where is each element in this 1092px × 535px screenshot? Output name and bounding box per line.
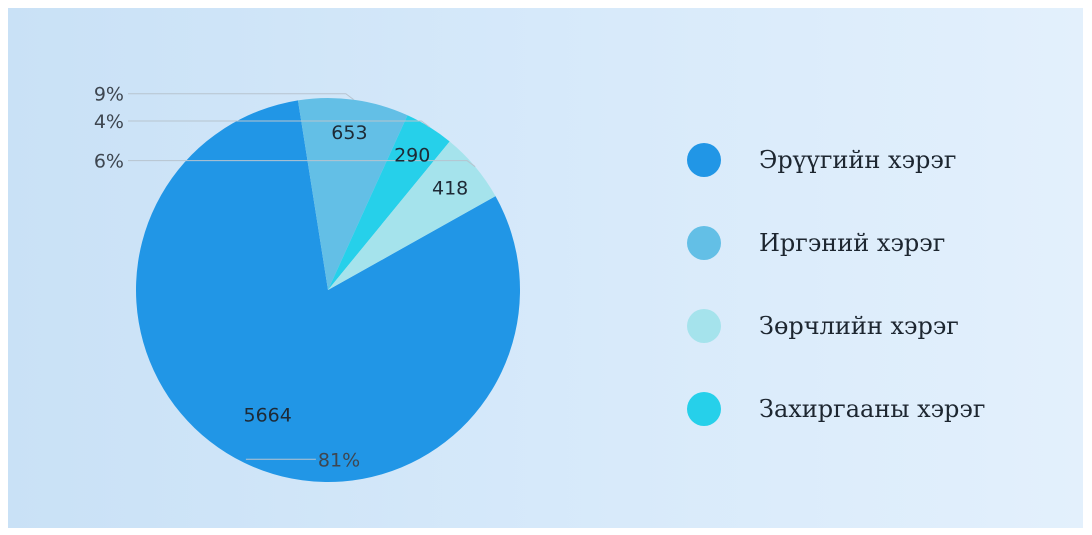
- pie-slices: [135, 98, 520, 483]
- value-label-cat-2: 418: [432, 178, 468, 200]
- percent-label-cat-2: 6%: [94, 151, 124, 173]
- legend-swatch-cat-2: [687, 309, 721, 343]
- slice-labels: 5664 81% 653 9% 290 4% 418 6%: [94, 84, 468, 472]
- percent-label-cat-3: 4%: [94, 111, 124, 133]
- pie-slice-cat-1: [297, 98, 408, 290]
- percent-label-cat-1: 9%: [94, 84, 124, 106]
- value-label-cat-0: 5664: [243, 404, 291, 426]
- legend-label-cat-2: Зөрчлийн хэрэг: [759, 312, 959, 340]
- legend-swatch-cat-3: [687, 392, 721, 426]
- leader-line-cat-2: [128, 160, 476, 168]
- legend-label-cat-1: Иргэний хэрэг: [759, 229, 945, 257]
- leader-line-cat-3: [128, 120, 430, 128]
- chart-panel: 5664 81% 653 9% 290 4% 418 6% Эрүүгийн хэрэг Ирг…: [8, 8, 1083, 528]
- value-label-cat-3: 290: [394, 145, 430, 167]
- legend-label-cat-0: Эрүүгийн хэрэг: [759, 146, 956, 174]
- pie-slice-cat-0: [135, 100, 520, 483]
- legend: Эрүүгийн хэрэг Иргэний хэрэг Зөрчлийн хэрэ…: [687, 143, 985, 426]
- pie-chart: 5664 81% 653 9% 290 4% 418 6% Эрүүгийн хэрэг Ирг…: [94, 84, 985, 483]
- legend-swatch-cat-1: [687, 226, 721, 260]
- legend-label-cat-3: Захиргааны хэрэг: [759, 395, 985, 423]
- pie-slice-cat-2: [328, 141, 496, 290]
- pie-slice-cat-3: [328, 115, 450, 290]
- leader-lines: [128, 93, 476, 460]
- leader-line-cat-1: [128, 93, 355, 101]
- value-label-cat-1: 653: [331, 122, 367, 144]
- legend-swatch-cat-0: [687, 143, 721, 177]
- percent-label-cat-0: 81%: [318, 449, 360, 471]
